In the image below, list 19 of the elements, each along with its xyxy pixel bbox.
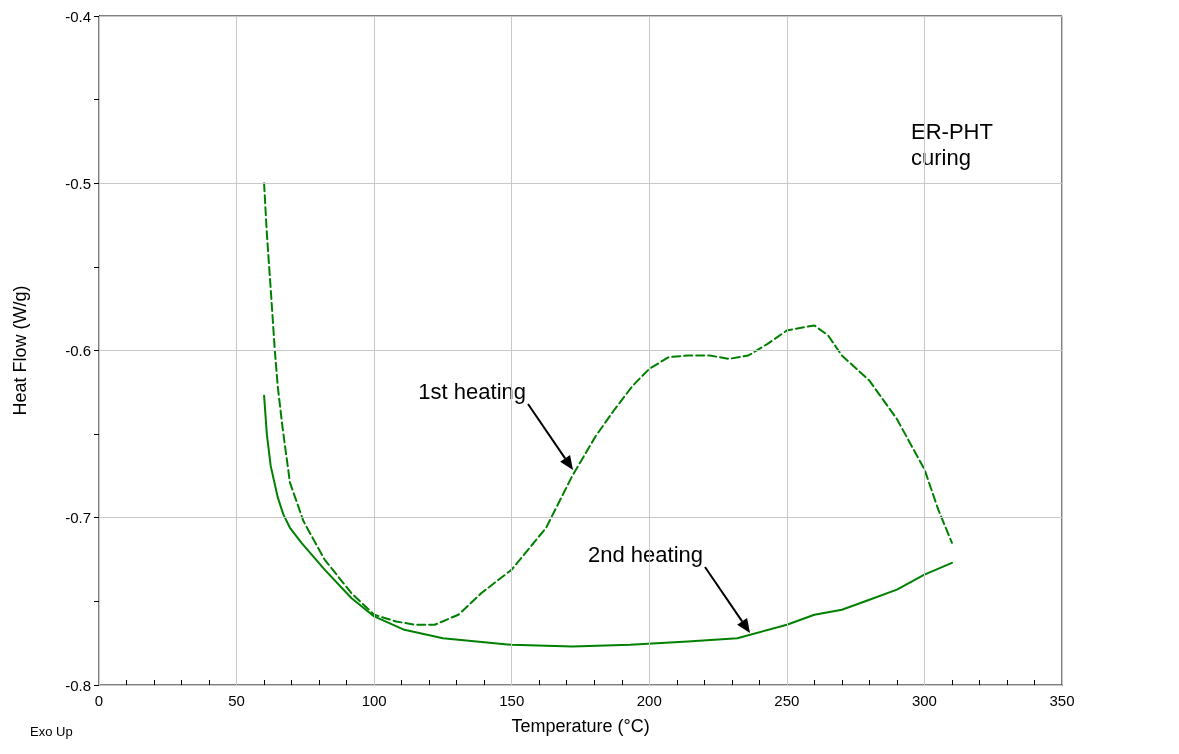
x-tick-label: 250 <box>774 692 800 709</box>
y-tick-label: -0.5 <box>65 174 91 192</box>
x-tick-label: 50 <box>228 692 245 709</box>
x-tick-label: 100 <box>361 692 387 709</box>
text: Exo Up <box>30 724 73 739</box>
y-tick-label: -0.7 <box>65 509 91 527</box>
annotation: 2nd heating <box>588 541 703 567</box>
y-tick-label: -0.6 <box>65 342 91 359</box>
x-tick-label: 150 <box>499 692 525 709</box>
y-tick-label: -0.4 <box>65 7 91 25</box>
annotation: 1st heating <box>418 378 526 404</box>
annotation: ER-PHT curing <box>911 118 999 170</box>
y-tick-label: -0.8 <box>65 676 91 694</box>
x-tick-label: 350 <box>1049 692 1075 709</box>
x-tick-label: 200 <box>636 692 662 709</box>
y-axis-title: Heat Flow (W/g) <box>10 285 30 416</box>
x-tick-label: 0 <box>94 692 104 709</box>
x-axis-title: Temperature (°C) <box>511 716 650 736</box>
x-tick-label: 300 <box>911 692 937 709</box>
